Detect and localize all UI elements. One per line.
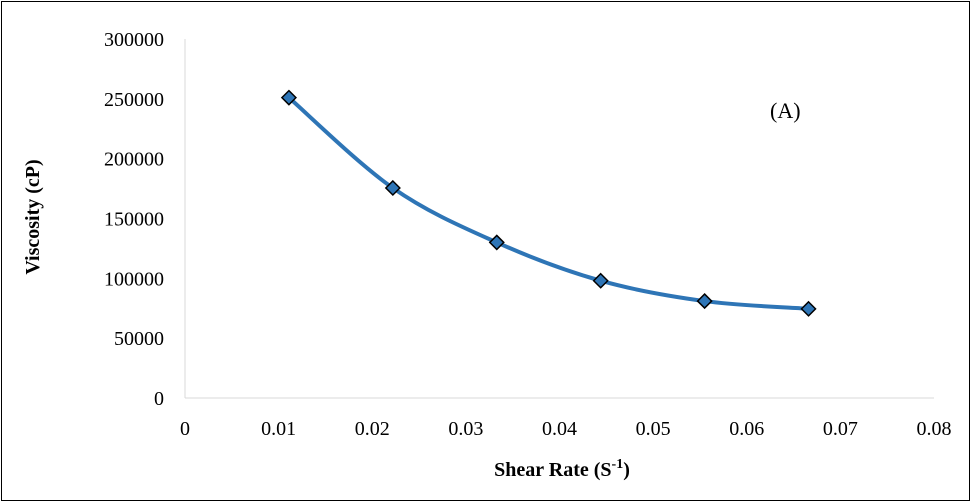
y-tick-label: 200000 xyxy=(104,149,164,171)
y-tick-label: 150000 xyxy=(104,209,164,231)
x-tick-label: 0.05 xyxy=(636,418,671,440)
x-axis-title-close: ) xyxy=(623,459,630,481)
y-axis-title: Viscosity (cP) xyxy=(22,159,44,274)
x-tick-label: 0.06 xyxy=(729,418,764,440)
y-tick-label: 100000 xyxy=(104,268,164,290)
data-point-marker xyxy=(280,89,297,106)
y-tick-label: 0 xyxy=(154,388,164,410)
data-point-marker xyxy=(488,234,505,251)
x-tick-label: 0.03 xyxy=(448,418,483,440)
x-axis-title: Shear Rate (S-1) xyxy=(494,457,630,481)
x-tick-labels: 0 0.01 0.02 0.03 0.04 0.05 0.06 0.07 0.08 xyxy=(180,418,952,440)
data-point-marker xyxy=(384,179,401,197)
y-tick-label: 250000 xyxy=(104,89,164,111)
x-tick-label: 0.07 xyxy=(823,418,858,440)
x-tick-label: 0.04 xyxy=(542,418,577,440)
x-tick-label: 0.02 xyxy=(355,418,390,440)
x-axis-title-superscript: -1 xyxy=(612,457,624,472)
x-tick-label: 0.01 xyxy=(261,418,296,440)
chart-annotation: (A) xyxy=(770,98,801,123)
y-tick-label: 300000 xyxy=(104,29,164,51)
data-point-marker xyxy=(696,293,713,310)
x-tick-label: 0.08 xyxy=(917,418,952,440)
y-tick-labels: 0 50000 100000 150000 200000 250000 300000 xyxy=(104,29,164,410)
series-line xyxy=(286,95,811,311)
x-tick-label: 0 xyxy=(180,418,190,440)
data-point-marker xyxy=(800,300,817,317)
data-point-marker xyxy=(592,272,609,289)
x-axis-title-text: Shear Rate (S xyxy=(494,459,611,481)
y-tick-label: 50000 xyxy=(114,328,164,350)
series-markers xyxy=(280,89,817,317)
